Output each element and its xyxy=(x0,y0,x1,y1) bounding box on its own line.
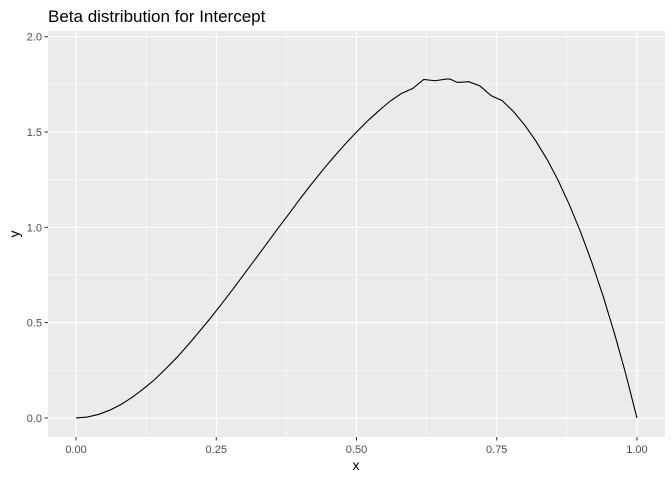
x-tick-label: 0.50 xyxy=(346,444,367,456)
x-axis-title: x xyxy=(353,457,360,473)
x-axis-ticks: 0.00 0.25 0.50 0.75 1.00 xyxy=(65,437,648,456)
y-axis-ticks: 0.0 0.5 1.0 1.5 2.0 xyxy=(27,32,48,425)
x-tick-label: 0.75 xyxy=(486,444,507,456)
x-tick-label: 1.00 xyxy=(626,444,647,456)
y-tick-label: 2.0 xyxy=(27,32,42,44)
chart-title: Beta distribution for Intercept xyxy=(48,7,266,26)
y-axis-title: y xyxy=(6,231,22,238)
major-gridlines xyxy=(48,31,665,437)
y-tick-label: 1.0 xyxy=(27,222,42,234)
density-curve xyxy=(76,78,638,419)
y-tick-label: 0.0 xyxy=(27,413,42,425)
y-tick-label: 1.5 xyxy=(27,127,42,139)
x-tick-label: 0.00 xyxy=(65,444,86,456)
x-tick-label: 0.25 xyxy=(206,444,227,456)
y-tick-label: 0.5 xyxy=(27,318,42,330)
